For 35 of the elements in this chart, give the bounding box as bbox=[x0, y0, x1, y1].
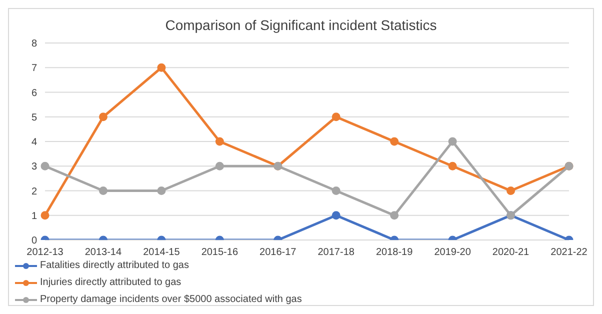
x-tick-label: 2021-22 bbox=[550, 247, 588, 258]
y-tick-label: 4 bbox=[31, 137, 38, 148]
legend-label: Property damage incidents over $5000 associated with gas bbox=[40, 294, 302, 305]
point bbox=[98, 112, 108, 122]
x-tick-label: 2014-15 bbox=[143, 247, 180, 258]
y-tick-label: 1 bbox=[31, 210, 38, 222]
point bbox=[390, 137, 399, 146]
point bbox=[332, 112, 340, 122]
x-tick-label: 2020-21 bbox=[492, 247, 530, 258]
point bbox=[506, 186, 516, 195]
y-tick-label: 7 bbox=[31, 63, 38, 74]
point bbox=[332, 186, 340, 195]
y-tick-label: 0 bbox=[31, 236, 38, 247]
point bbox=[215, 137, 224, 146]
point bbox=[448, 137, 457, 146]
y-tick-label: 3 bbox=[31, 162, 38, 173]
point bbox=[157, 186, 166, 195]
x-tick-label: 2017-18 bbox=[318, 247, 355, 258]
point bbox=[40, 162, 50, 170]
point bbox=[448, 162, 457, 170]
x-tick-label: 2013-14 bbox=[84, 247, 122, 258]
legend-label: Injuries directly attributed to gas bbox=[40, 277, 182, 288]
y-tick-label: 5 bbox=[31, 112, 38, 124]
x-tick-label: 2019-20 bbox=[434, 247, 472, 258]
x-tick-label: 2012-13 bbox=[26, 247, 64, 258]
y-tick-label: 2 bbox=[31, 186, 38, 198]
x-tick-label: 2018-19 bbox=[376, 247, 414, 258]
chart-title: Comparison of Significant incident Statistics bbox=[164, 16, 438, 35]
legend-label: Fatalities directly attributed to gas bbox=[40, 260, 189, 271]
x-tick-label: 2016-17 bbox=[260, 247, 297, 258]
y-tick-label: 8 bbox=[31, 38, 38, 50]
point bbox=[98, 186, 108, 195]
x-tick-label: 2015-16 bbox=[201, 247, 238, 258]
y-tick-label: 6 bbox=[31, 88, 38, 99]
point bbox=[215, 162, 224, 170]
